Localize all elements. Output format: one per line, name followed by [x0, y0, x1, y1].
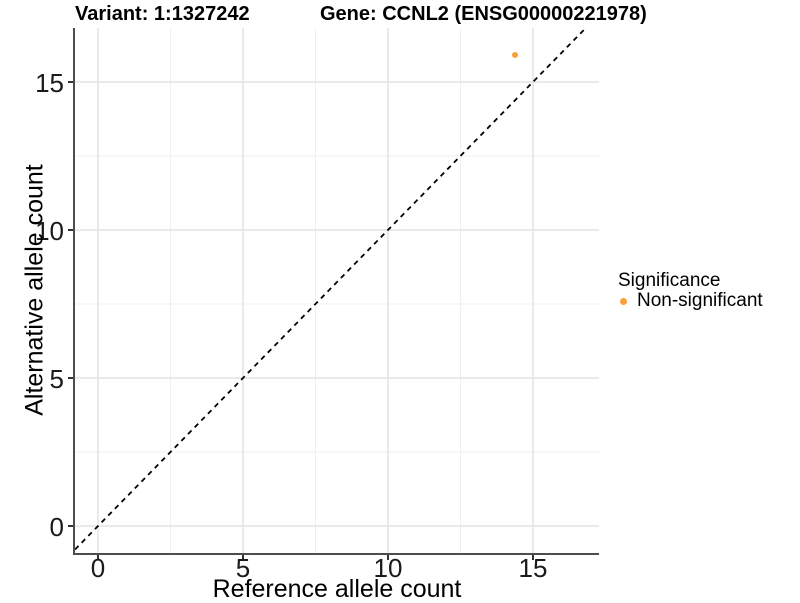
- minor-gridlines: [75, 28, 599, 553]
- y-tick-mark: [68, 229, 73, 231]
- x-tick-mark: [242, 555, 244, 560]
- x-tick-mark: [97, 555, 99, 560]
- x-tick-label: 5: [235, 553, 251, 583]
- y-axis-line: [73, 28, 75, 555]
- x-axis-title: Reference allele count: [212, 575, 462, 603]
- y-tick-label: 15: [35, 68, 64, 98]
- plot-panel: [74, 27, 599, 553]
- legend-item: Non-significant: [618, 291, 763, 311]
- x-tick-mark: [532, 555, 534, 560]
- variant-title: Variant: 1:1327242: [75, 3, 250, 25]
- x-tick-label: 0: [90, 553, 106, 583]
- identity-reference-line: [74, 27, 587, 551]
- legend: Significance Non-significant: [618, 271, 763, 311]
- data-point: [512, 52, 518, 58]
- major-gridlines: [75, 28, 599, 553]
- y-tick-label: 10: [35, 216, 64, 246]
- x-tick-label: 10: [373, 553, 403, 583]
- x-tick-mark: [387, 555, 389, 560]
- legend-item-label: Non-significant: [637, 290, 763, 311]
- x-axis-line: [73, 553, 599, 555]
- legend-marker-icon: [620, 297, 627, 305]
- y-axis-title: Alternative allele count: [20, 164, 49, 416]
- y-tick-label: 0: [49, 512, 64, 542]
- y-tick-mark: [68, 377, 73, 379]
- y-tick-mark: [68, 81, 73, 83]
- plot-canvas: [74, 27, 599, 553]
- legend-title: Significance: [618, 270, 721, 291]
- y-tick-label: 5: [49, 364, 64, 394]
- gene-title: Gene: CCNL2 (ENSG00000221978): [320, 3, 647, 25]
- x-tick-label: 15: [518, 553, 548, 583]
- y-tick-mark: [68, 525, 73, 527]
